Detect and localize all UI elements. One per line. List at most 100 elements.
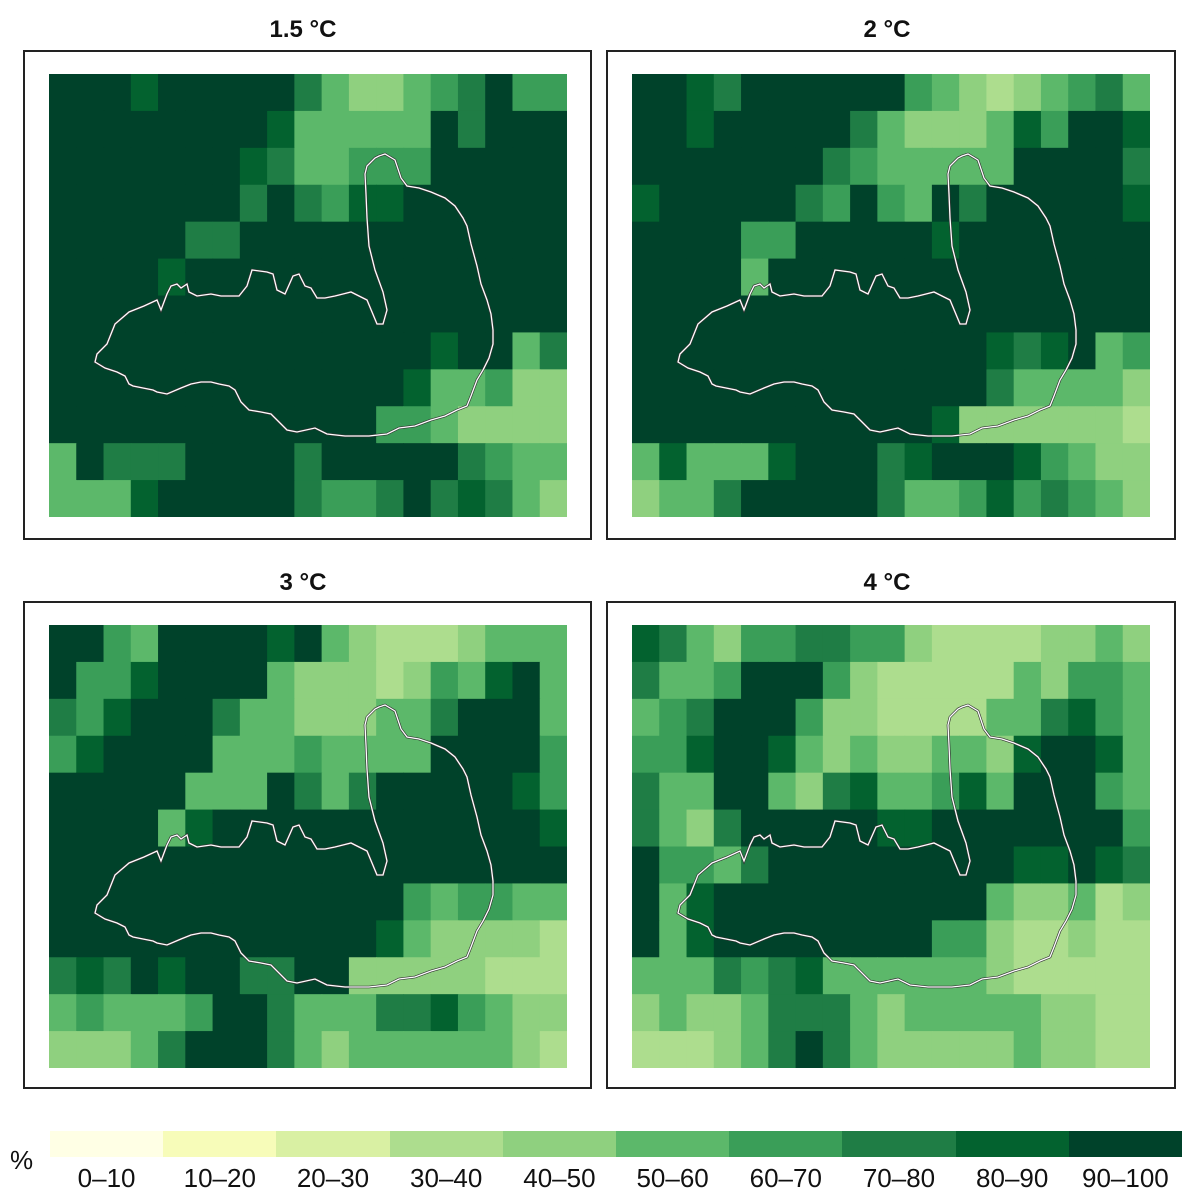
legend-label: 60–70 (749, 1163, 822, 1193)
heatmap-cell (877, 1031, 906, 1068)
heatmap-cell (103, 698, 132, 737)
heatmap-cell (76, 1031, 105, 1068)
heatmap-cell (239, 369, 268, 407)
heatmap-cell (130, 332, 159, 370)
heatmap-cell (1068, 443, 1097, 481)
heatmap-cell (877, 698, 906, 737)
heatmap-cell (1095, 74, 1124, 112)
heatmap-cell (1095, 772, 1124, 811)
heatmap-cell (212, 295, 241, 334)
heatmap-cell (294, 74, 323, 112)
heatmap-cell (539, 994, 567, 1032)
heatmap-cell (212, 147, 241, 186)
heatmap-cell (877, 994, 906, 1032)
heatmap-cell (1068, 74, 1097, 112)
heatmap-cell (659, 957, 688, 995)
heatmap-cell (850, 846, 878, 885)
heatmap-cell (212, 258, 241, 297)
heatmap-cell (931, 443, 960, 481)
heatmap-cell (457, 258, 486, 297)
heatmap-cell (158, 994, 186, 1032)
heatmap-cell (741, 883, 769, 921)
region-outline (94, 153, 494, 437)
heatmap-cell (49, 369, 77, 407)
heatmap-cell (430, 735, 459, 774)
heatmap-cell (931, 110, 960, 149)
heatmap-cell (931, 698, 960, 737)
heatmap-cell (795, 147, 824, 186)
heatmap-cell (632, 772, 660, 811)
heatmap-cell (822, 480, 851, 517)
heatmap-cell (931, 661, 960, 700)
heatmap-cell (686, 221, 715, 260)
heatmap-cell (321, 443, 350, 481)
heatmap-cell (822, 735, 851, 774)
heatmap-cell (959, 332, 988, 370)
heatmap-cell (741, 735, 769, 774)
heatmap-cell (512, 406, 541, 444)
heatmap-cell (1068, 258, 1097, 297)
heatmap-cell (457, 920, 486, 958)
heatmap-cell (1013, 698, 1042, 737)
heatmap-cell (959, 443, 988, 481)
heatmap-cell (741, 957, 769, 995)
heatmap-cell (348, 406, 377, 444)
heatmap-cell (185, 809, 214, 848)
heatmap-cell (485, 698, 514, 737)
heatmap-cell (130, 625, 159, 663)
heatmap-cell (1040, 110, 1069, 149)
heatmap-cell (1040, 74, 1069, 112)
heatmap-cell (959, 698, 988, 737)
heatmap-cell (904, 883, 933, 921)
heatmap-cell (130, 883, 159, 921)
heatmap-cell (212, 184, 241, 223)
heatmap-cell (76, 443, 105, 481)
heatmap-cell (1068, 809, 1097, 848)
heatmap-cell (321, 661, 350, 700)
heatmap-cell (348, 443, 377, 481)
heatmap-cell (457, 221, 486, 260)
heatmap-cell (741, 184, 769, 223)
heatmap-cell (986, 221, 1015, 260)
heatmap-cell (768, 772, 797, 811)
legend-label: 70–80 (862, 1163, 936, 1193)
heatmap-cell (877, 221, 906, 260)
heatmap-cell (768, 295, 797, 334)
heatmap-cell (713, 809, 742, 848)
heatmap-cell (1068, 772, 1097, 811)
heatmap-cell (1095, 295, 1124, 334)
heatmap-cell (267, 184, 295, 223)
heatmap-cell (485, 625, 514, 663)
heatmap-cell (485, 957, 514, 995)
heatmap-cell (376, 735, 405, 774)
heatmap-cell (185, 772, 214, 811)
heatmap-cell (485, 883, 514, 921)
heatmap-cell (686, 809, 715, 848)
heatmap-cell (321, 772, 350, 811)
heatmap-panel-1 (49, 74, 567, 517)
heatmap-cell (485, 994, 514, 1032)
heatmap-cell (512, 480, 541, 517)
heatmap-cell (1040, 661, 1069, 700)
heatmap-cell (1068, 369, 1097, 407)
heatmap-cell (348, 994, 377, 1032)
heatmap-cell (686, 74, 715, 112)
heatmap-cell (103, 735, 132, 774)
heatmap-cell (686, 406, 715, 444)
heatmap-cell (877, 406, 906, 444)
heatmap-cell (850, 1031, 878, 1068)
heatmap-cell (185, 920, 214, 958)
heatmap-cell (768, 661, 797, 700)
heatmap-cell (659, 735, 688, 774)
heatmap-cell (403, 110, 432, 149)
heatmap-cell (294, 625, 323, 663)
heatmap-cell (430, 221, 459, 260)
heatmap-cell (713, 735, 742, 774)
heatmap-cell (768, 698, 797, 737)
heatmap-cell (795, 258, 824, 297)
heatmap-cell (959, 369, 988, 407)
heatmap-cell (632, 920, 660, 958)
heatmap-cell (1068, 883, 1097, 921)
heatmap-cell (512, 369, 541, 407)
heatmap-cell (212, 1031, 241, 1068)
